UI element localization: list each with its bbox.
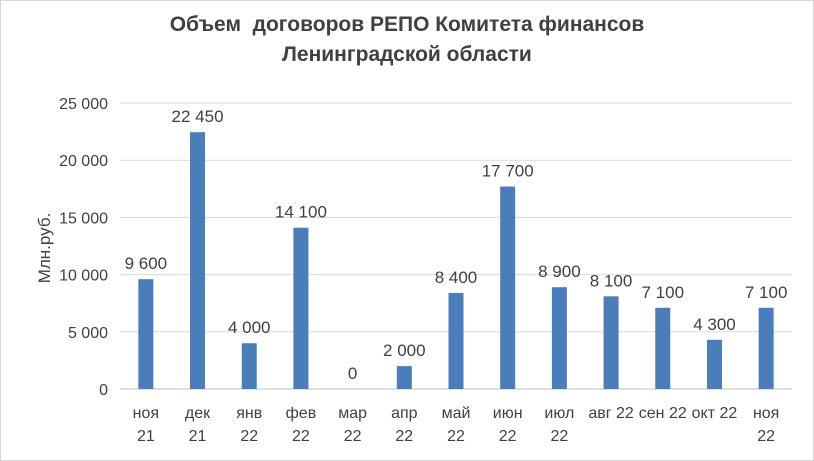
- data-label: 9 600: [125, 254, 168, 273]
- bar: [655, 307, 671, 389]
- x-tick-label: 21: [189, 428, 207, 445]
- data-label: 8 900: [538, 262, 581, 281]
- bars: [138, 132, 774, 389]
- chart-title-line-2: Ленинградской области: [282, 43, 532, 66]
- bar: [551, 287, 567, 389]
- x-tick-label: янв: [236, 405, 262, 422]
- x-tick-label: 22: [550, 428, 568, 445]
- x-tick-label: апр: [391, 405, 418, 422]
- bar: [396, 366, 412, 389]
- data-label: 0: [348, 364, 357, 383]
- bar: [293, 227, 309, 389]
- bar: [241, 343, 257, 389]
- data-label: 4 000: [228, 318, 271, 337]
- y-tick-label: 25 000: [59, 96, 108, 113]
- y-tick-label: 20 000: [59, 153, 108, 170]
- x-tick-label: фев: [286, 405, 317, 422]
- chart-title: Объем договоров РЕПО Комитета финансов Л…: [0, 10, 814, 70]
- y-tick-label: 0: [99, 382, 108, 399]
- x-tick-label: 21: [137, 428, 155, 445]
- bar: [706, 339, 722, 389]
- data-label: 14 100: [275, 203, 327, 222]
- y-axis-ticks: 0 5 000 10 000 15 000 20 000 25 000: [59, 96, 108, 399]
- x-tick-label: 22: [757, 428, 775, 445]
- x-tick-label: мар: [338, 405, 367, 422]
- bar: [500, 186, 516, 389]
- y-tick-label: 15 000: [59, 210, 108, 227]
- x-tick-label: май: [442, 405, 471, 422]
- data-label: 8 400: [435, 268, 478, 287]
- x-axis-ticks: ноя 21 дек 21 янв 22 фев 22 мар 22 апр 22 май 22 июн 22…: [133, 405, 780, 445]
- x-tick-label: 22: [292, 428, 310, 445]
- x-tick-label: ноя: [133, 405, 159, 422]
- bar: [138, 279, 154, 389]
- x-tick-label: 22: [240, 428, 258, 445]
- x-tick-label: дек: [185, 405, 211, 422]
- data-label: 7 100: [745, 283, 788, 302]
- bar: [758, 307, 774, 389]
- x-tick-label: 22: [395, 428, 413, 445]
- bar: [190, 132, 206, 389]
- bar: [448, 292, 464, 389]
- y-tick-label: 5 000: [68, 325, 108, 342]
- data-label: 2 000: [383, 341, 426, 360]
- y-tick-label: 10 000: [59, 268, 108, 285]
- x-tick-label: 22: [499, 428, 517, 445]
- data-label: 17 700: [482, 162, 534, 181]
- data-label: 8 100: [590, 271, 633, 290]
- x-tick-label: 22: [447, 428, 465, 445]
- x-tick-label: авг 22: [588, 405, 634, 422]
- x-tick-label: сен 22: [639, 405, 687, 422]
- y-axis-label: Млн.руб.: [35, 213, 54, 284]
- data-label: 7 100: [641, 283, 684, 302]
- data-label: 4 300: [693, 315, 736, 334]
- data-labels: 9 600 22 450 4 000 14 100 0 2 000 8 400 17 700 8…: [125, 107, 788, 383]
- chart-title-line-1: Объем договоров РЕПО Комитета финансов: [169, 13, 645, 36]
- x-tick-label: окт 22: [692, 405, 738, 422]
- x-tick-label: 22: [344, 428, 362, 445]
- x-tick-label: июл: [544, 405, 574, 422]
- bar: [603, 296, 619, 389]
- x-tick-label: ноя: [753, 405, 779, 422]
- x-tick-label: июн: [493, 405, 523, 422]
- data-label: 22 450: [172, 107, 224, 126]
